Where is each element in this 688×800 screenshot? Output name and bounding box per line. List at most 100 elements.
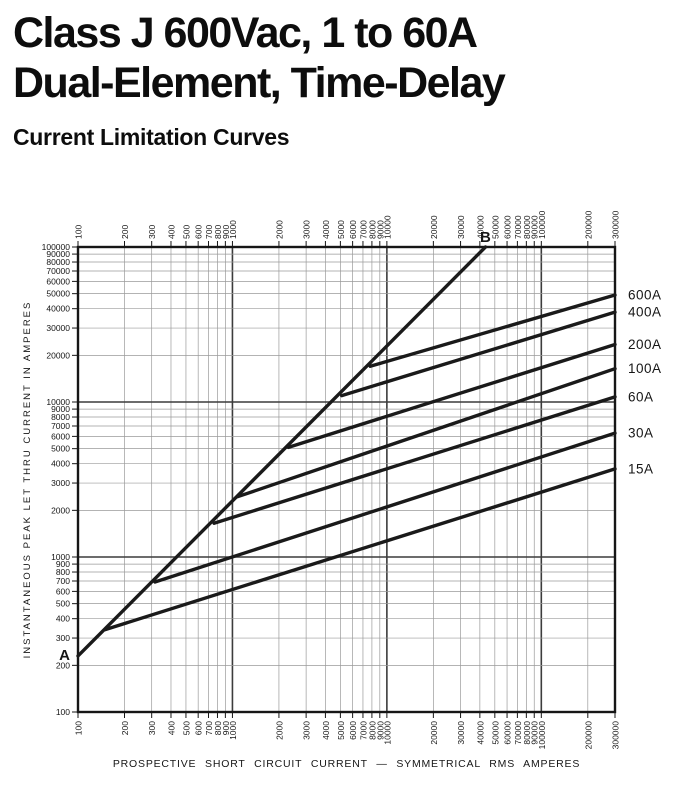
curve-label-100A: 100A xyxy=(628,361,662,376)
y-tick-label: 40000 xyxy=(46,304,70,314)
y-tick-label: 70000 xyxy=(46,266,70,276)
curve-600A xyxy=(368,293,617,368)
x-tick-label-bottom: 40000 xyxy=(475,721,485,745)
x-tick-label-bottom: 900 xyxy=(221,721,231,735)
x-tick-label-bottom: 1000 xyxy=(228,721,238,740)
x-tick-label-top: 2000 xyxy=(274,220,284,239)
x-tick-label-top: 100000 xyxy=(537,210,547,239)
x-tick-label-bottom: 600 xyxy=(194,721,204,735)
x-tick-label-bottom: 500 xyxy=(181,721,191,735)
y-tick-label: 60000 xyxy=(46,276,70,286)
y-tick-label: 100000 xyxy=(42,242,71,252)
x-tick-label-bottom: 200000 xyxy=(583,721,593,750)
point-b-label: B xyxy=(480,229,491,246)
page-title-line2: Dual-Element, Time-Delay xyxy=(13,59,506,107)
y-tick-label: 100 xyxy=(56,707,70,717)
y-tick-label: 3000 xyxy=(51,478,70,488)
x-tick-label-bottom: 700 xyxy=(204,721,214,735)
x-tick-label-top: 30000 xyxy=(456,215,466,239)
x-tick-label-top: 900 xyxy=(221,225,231,239)
x-tick-label-bottom: 70000 xyxy=(513,721,523,745)
x-tick-label-top: 600 xyxy=(194,225,204,239)
rating-curves: 600A 400A 200A 100A 60A 30A 15A xyxy=(103,288,662,632)
y-axis-title: INSTANTANEOUS PEAK LET THRU CURRENT IN A… xyxy=(22,301,33,659)
x-tick-label-bottom: 90000 xyxy=(530,721,540,745)
x-tick-label-bottom: 300 xyxy=(147,721,157,735)
x-tick-label-bottom: 4000 xyxy=(321,721,331,740)
y-tick-label: 500 xyxy=(56,599,70,609)
section-subtitle: Current Limitation Curves xyxy=(13,124,290,150)
curve-60A xyxy=(212,395,617,525)
x-tick-label-top: 400 xyxy=(166,225,176,239)
x-tick-label-top: 500 xyxy=(181,225,191,239)
y-tick-label: 6000 xyxy=(51,431,70,441)
x-tick-label-bottom: 80000 xyxy=(522,721,532,745)
x-tick-label-top: 40000 xyxy=(475,215,485,239)
x-tick-label-top: 800 xyxy=(213,225,223,239)
x-tick-label-bottom: 300000 xyxy=(611,721,621,750)
y-tick-label: 90000 xyxy=(46,249,70,259)
curve-100A xyxy=(235,366,617,499)
plot-border xyxy=(76,245,617,714)
x-tick-label-bottom: 200 xyxy=(120,721,130,735)
x-tick-label-bottom: 10000 xyxy=(382,721,392,745)
y-tick-label: 200 xyxy=(56,660,70,670)
x-tick-label-top: 20000 xyxy=(429,215,439,239)
y-tick-label: 7000 xyxy=(51,421,70,431)
curve-label-200A: 200A xyxy=(628,337,662,352)
x-tick-label-top: 300000 xyxy=(611,210,621,239)
page-title-line1: Class J 600Vac, 1 to 60A xyxy=(13,9,478,57)
x-tick-label-bottom: 800 xyxy=(213,721,223,735)
curve-label-30A: 30A xyxy=(628,426,654,441)
y-tick-label: 5000 xyxy=(51,444,70,454)
x-tick-label-bottom: 5000 xyxy=(336,721,346,740)
x-tick-label-bottom: 8000 xyxy=(367,721,377,740)
x-tick-label-bottom: 20000 xyxy=(429,721,439,745)
x-tick-label-top: 50000 xyxy=(490,215,500,239)
y-tick-label: 700 xyxy=(56,576,70,586)
curve-400A xyxy=(340,310,617,398)
y-tick-label: 600 xyxy=(56,586,70,596)
x-tick-label-bottom: 3000 xyxy=(302,721,312,740)
ab-reference-line xyxy=(76,245,488,658)
x-tick-label-bottom: 50000 xyxy=(490,721,500,745)
y-tick-label: 2000 xyxy=(51,505,70,515)
x-tick-label-bottom: 100000 xyxy=(537,721,547,750)
y-tick-label: 800 xyxy=(56,567,70,577)
y-tick-label: 80000 xyxy=(46,257,70,267)
x-tick-label-top: 9000 xyxy=(375,220,385,239)
point-a-label: A xyxy=(59,647,70,664)
x-tick-label-top: 700 xyxy=(204,225,214,239)
y-tick-label: 10000 xyxy=(46,397,70,407)
y-tick-label: 300 xyxy=(56,633,70,643)
x-tick-label-top: 200 xyxy=(120,225,130,239)
curve-200A xyxy=(286,342,617,450)
x-tick-label-top: 6000 xyxy=(348,220,358,239)
curve-label-600A: 600A xyxy=(628,288,662,303)
x-tick-label-bottom: 7000 xyxy=(358,721,368,740)
y-tick-label: 4000 xyxy=(51,459,70,469)
curve-label-15A: 15A xyxy=(628,461,654,476)
x-tick-label-top: 7000 xyxy=(358,220,368,239)
y-tick-label: 8000 xyxy=(51,412,70,422)
y-tick-label: 1000 xyxy=(51,552,70,562)
y-tick-label: 20000 xyxy=(46,350,70,360)
x-tick-label-top: 200000 xyxy=(583,210,593,239)
x-axis-title: PROSPECTIVE SHORT CIRCUIT CURRENT — SYMM… xyxy=(113,758,580,770)
curve-15A xyxy=(103,467,617,632)
x-tick-label-top: 5000 xyxy=(336,220,346,239)
curve-label-60A: 60A xyxy=(628,389,654,404)
y-tick-label: 50000 xyxy=(46,289,70,299)
x-tick-label-top: 10000 xyxy=(382,215,392,239)
curve-30A xyxy=(153,431,617,584)
y-tick-label: 30000 xyxy=(46,323,70,333)
curve-label-400A: 400A xyxy=(628,305,662,320)
x-tick-label-top: 100 xyxy=(74,225,84,239)
x-tick-label-top: 70000 xyxy=(513,215,523,239)
x-tick-label-top: 1000 xyxy=(228,220,238,239)
y-tick-label: 400 xyxy=(56,614,70,624)
